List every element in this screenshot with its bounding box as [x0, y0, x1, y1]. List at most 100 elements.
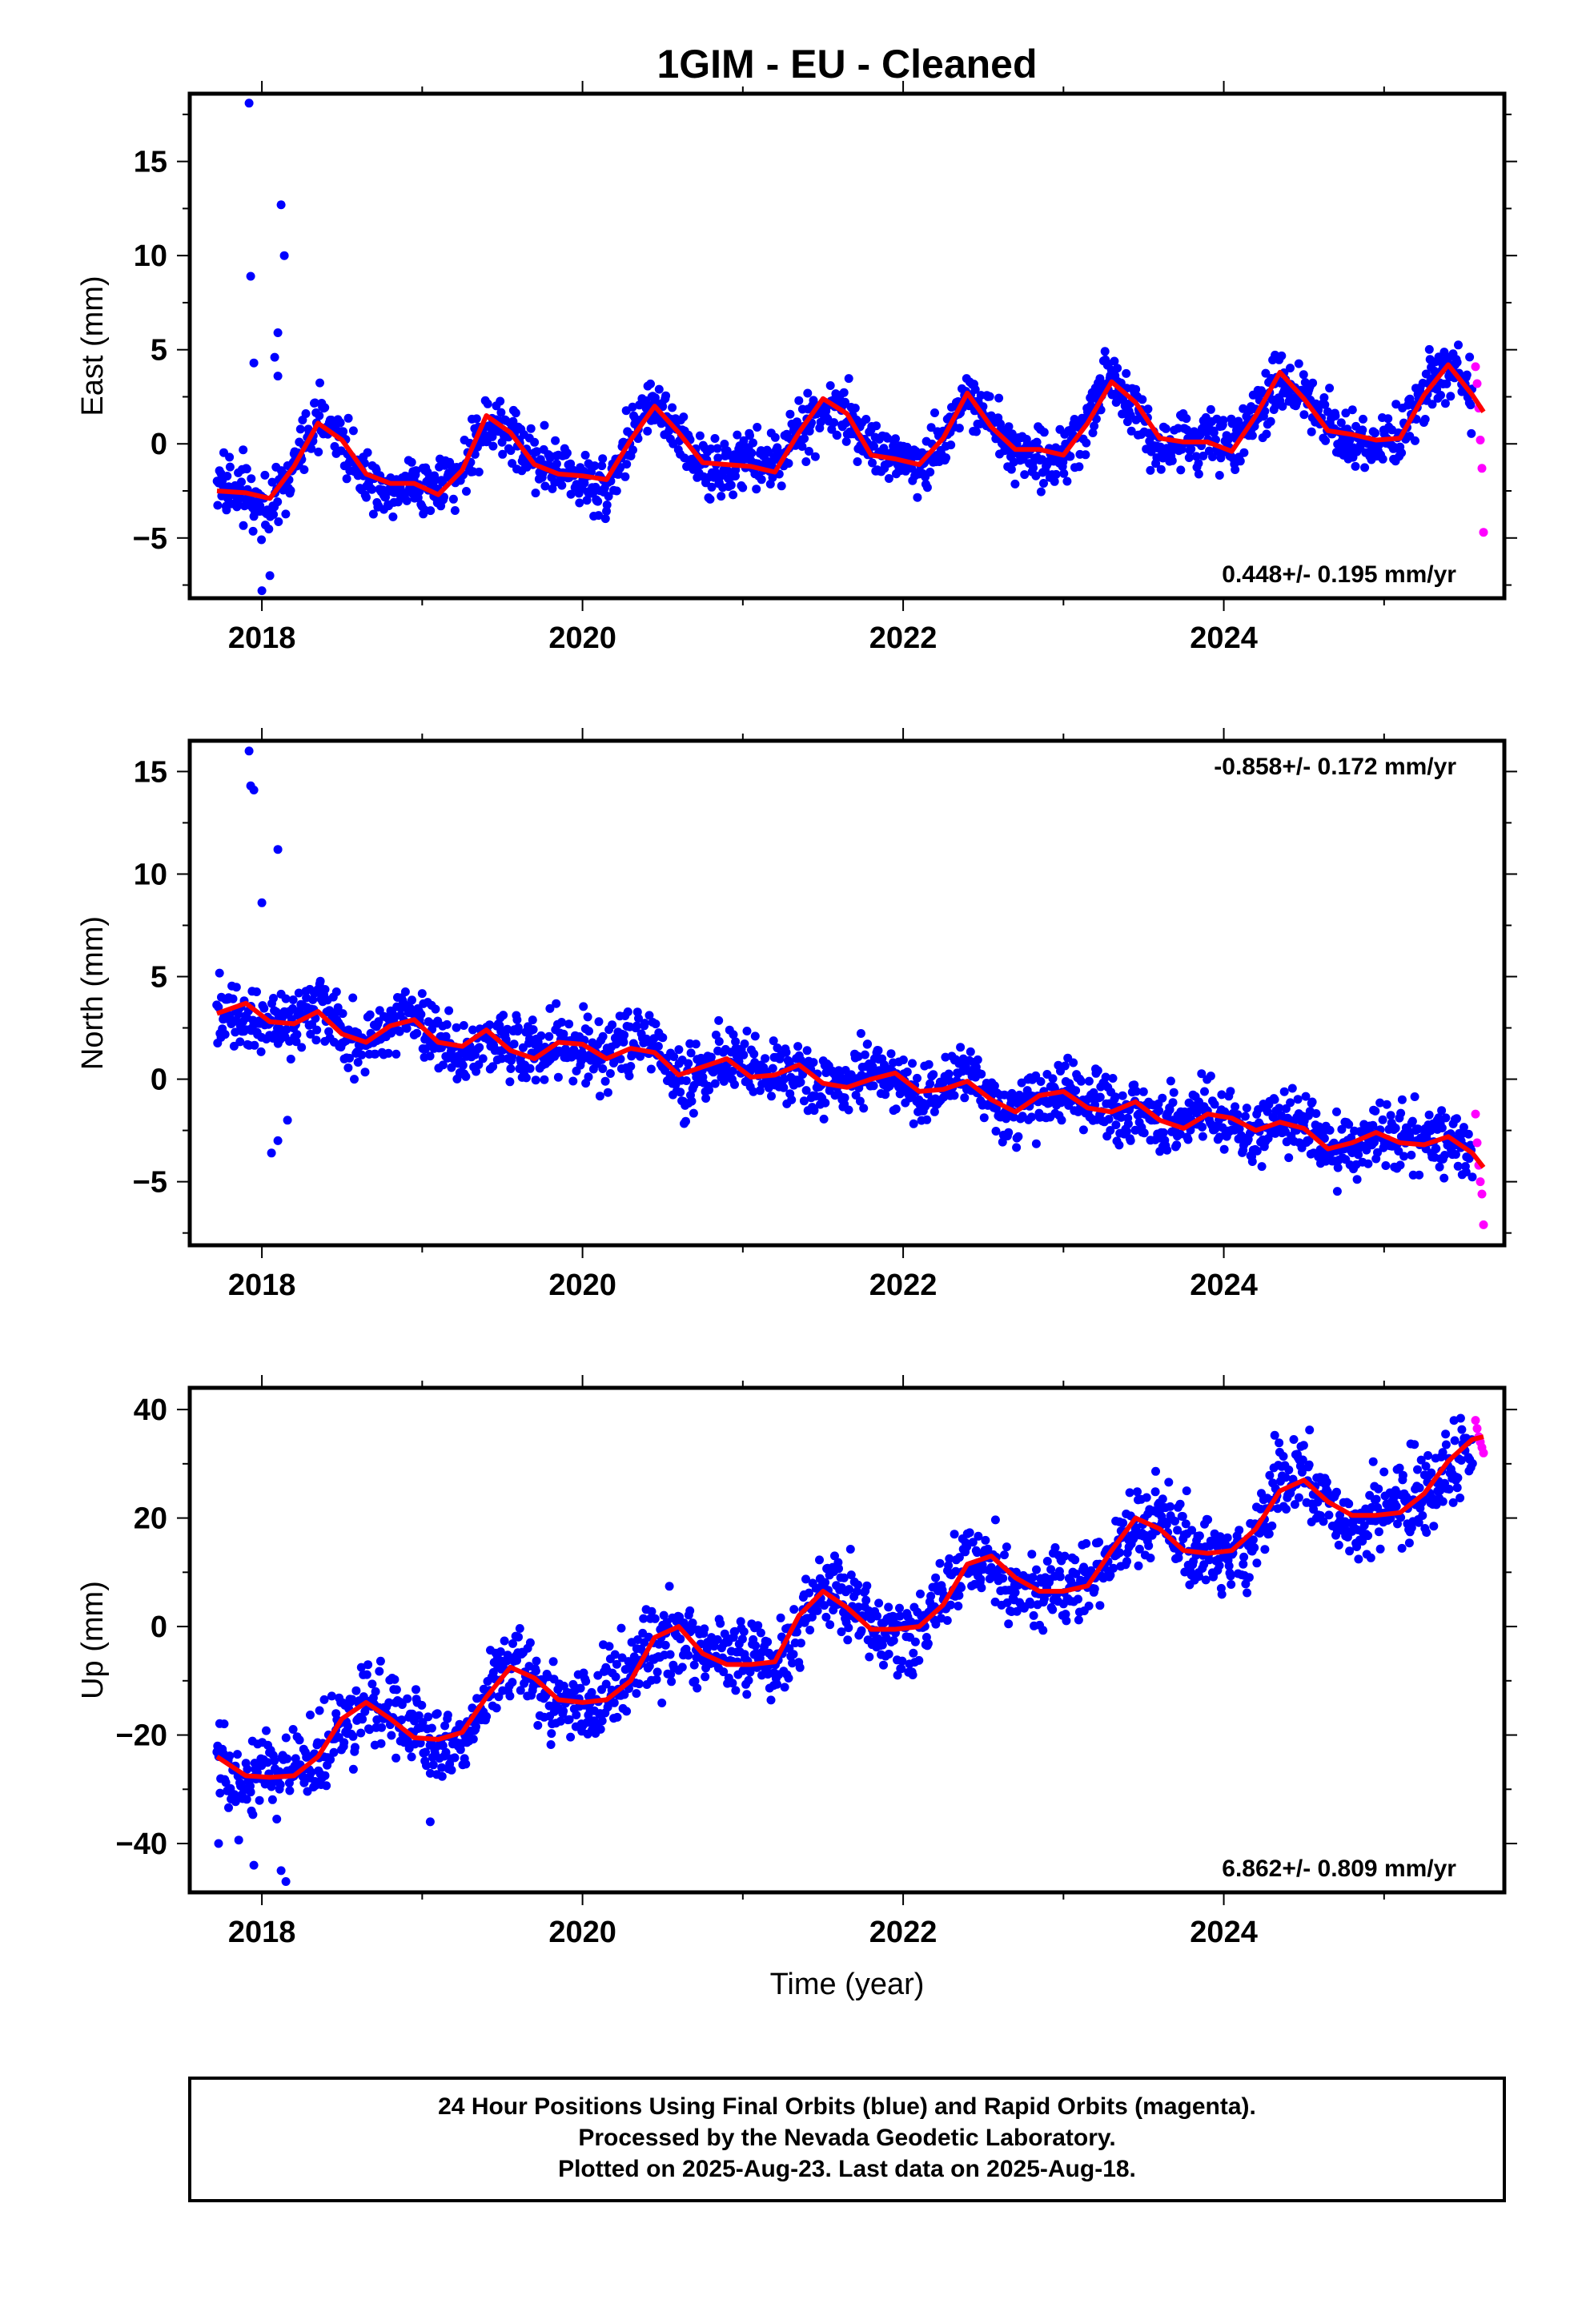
final-orbit-point [270, 1756, 279, 1766]
final-orbit-point [335, 418, 345, 428]
rapid-orbit-point [1471, 1416, 1480, 1425]
final-orbit-point [950, 1091, 959, 1100]
final-orbit-point [1468, 1459, 1477, 1468]
final-orbit-point [628, 445, 637, 455]
final-orbit-point [1332, 1187, 1342, 1196]
final-orbit-point [1239, 1552, 1249, 1562]
final-orbit-point [1247, 1157, 1257, 1166]
final-orbit-point [801, 1574, 810, 1584]
final-orbit-point [1399, 1152, 1409, 1161]
final-orbit-point [1139, 1128, 1149, 1138]
final-orbit-point [508, 1638, 517, 1648]
y-tick-label: 15 [134, 755, 167, 789]
final-orbit-point [450, 1753, 460, 1763]
final-orbit-point [1344, 1499, 1354, 1509]
final-orbit-point [496, 408, 506, 417]
final-orbit-point [1315, 1145, 1325, 1154]
rapid-orbit-points-north [1471, 1109, 1488, 1229]
final-orbit-point [581, 1677, 591, 1686]
final-orbit-point [509, 1039, 519, 1049]
final-orbit-point [1191, 452, 1201, 461]
final-orbit-point [219, 1719, 229, 1729]
final-orbit-point [391, 1685, 401, 1695]
final-orbit-point [909, 1119, 918, 1128]
final-orbit-point [1109, 1563, 1118, 1573]
final-orbit-point [1125, 1488, 1134, 1498]
final-orbit-points-up [212, 1413, 1477, 1845]
panel-frame-east [187, 91, 1507, 601]
final-orbit-point [242, 1795, 251, 1804]
final-orbit-point [1289, 1435, 1299, 1444]
final-orbit-point [1294, 359, 1303, 368]
x-tick-label: 2022 [869, 1269, 938, 1302]
final-orbit-point [620, 1690, 629, 1699]
final-orbit-point [1158, 1093, 1167, 1103]
final-orbit-point [512, 1015, 522, 1024]
outlier-point [276, 1866, 286, 1876]
outlier-point [214, 1839, 223, 1848]
final-orbit-point [716, 1618, 725, 1628]
final-orbit-point [1131, 384, 1141, 394]
final-orbit-point [859, 1104, 869, 1113]
final-orbit-point [1134, 1561, 1143, 1570]
final-orbit-point [339, 1738, 349, 1747]
final-orbit-point [1468, 1172, 1477, 1182]
final-orbit-point [407, 1752, 416, 1762]
final-orbit-point [898, 1055, 908, 1064]
x-tick-label: 2020 [548, 1269, 616, 1302]
final-orbit-point [1206, 1072, 1215, 1081]
final-orbit-point [1360, 463, 1370, 472]
final-orbit-point [384, 1698, 394, 1707]
final-orbit-point [1122, 1127, 1131, 1136]
final-orbit-point [215, 1788, 225, 1798]
final-orbit-point [1371, 428, 1379, 438]
final-orbit-point [553, 1072, 563, 1082]
final-orbit-point [1195, 1531, 1204, 1541]
final-orbit-point [913, 1073, 921, 1083]
outlier-point [257, 586, 267, 596]
final-orbit-point [1407, 1116, 1417, 1126]
final-orbit-point [1247, 431, 1257, 440]
final-orbit-point [1457, 1425, 1467, 1434]
final-orbit-point [857, 1626, 866, 1635]
final-orbit-point [310, 398, 319, 408]
final-orbit-point [566, 489, 576, 499]
final-orbit-point [1319, 1134, 1329, 1143]
plot-area-north [212, 746, 1488, 1229]
final-orbit-point [338, 1009, 347, 1019]
final-orbit-point [533, 1721, 543, 1730]
final-orbit-point [482, 1711, 492, 1721]
final-orbit-point [243, 1764, 252, 1774]
final-orbit-point [861, 415, 871, 424]
final-orbit-point [1462, 370, 1472, 380]
final-orbit-point [923, 1638, 933, 1648]
final-orbit-point [1435, 1162, 1444, 1172]
final-orbit-point [1010, 1588, 1020, 1597]
y-tick-label: 15 [134, 146, 167, 179]
final-orbit-point [1422, 1528, 1431, 1538]
outlier-point [276, 200, 286, 210]
final-orbit-point [1076, 1076, 1086, 1086]
final-orbit-point [237, 477, 246, 487]
final-orbit-point [753, 1621, 763, 1630]
final-orbit-point [1307, 427, 1316, 436]
outlier-point [425, 1817, 435, 1827]
final-orbit-point [744, 1675, 753, 1685]
final-orbit-point [365, 1010, 375, 1019]
final-orbit-point [669, 1052, 679, 1061]
final-orbit-point [351, 1686, 361, 1695]
final-orbit-point [587, 1687, 596, 1697]
final-orbit-point [1060, 1061, 1070, 1071]
final-orbit-point [329, 1747, 339, 1757]
final-orbit-point [1090, 1584, 1099, 1594]
final-orbit-point [701, 1672, 710, 1682]
final-orbit-point [403, 1694, 412, 1703]
final-orbit-point [789, 1605, 799, 1614]
final-orbit-point [596, 1724, 605, 1734]
final-orbit-point [1359, 1521, 1369, 1530]
final-orbit-point [478, 1054, 488, 1063]
figure-title: 1GIM - EU - Cleaned [656, 42, 1037, 86]
final-orbit-point [1235, 456, 1245, 466]
final-orbit-point [1298, 1455, 1307, 1465]
